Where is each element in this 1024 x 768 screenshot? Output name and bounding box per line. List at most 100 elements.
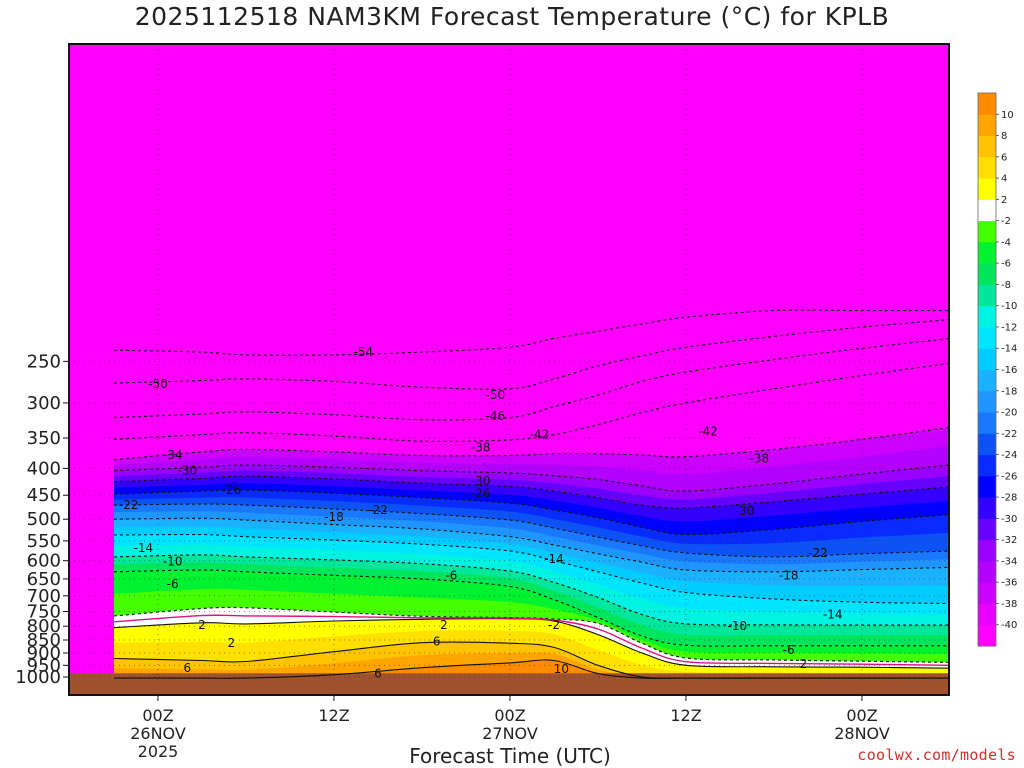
colorbar-swatch	[978, 497, 996, 519]
colorbar-swatch	[978, 475, 996, 498]
x-tick-label: 28NOV	[834, 724, 890, 743]
contour-label: -14	[134, 541, 154, 555]
y-tick-label: 950	[27, 655, 61, 676]
contour-label: -30	[735, 504, 755, 518]
y-tick-label: 650	[27, 569, 61, 590]
colorbar-swatch	[978, 348, 996, 370]
contour-label: -26	[222, 483, 242, 497]
contour-label: -46	[486, 409, 506, 423]
contour-label: -50	[486, 388, 506, 402]
y-tick-label: 700	[27, 586, 61, 607]
contour-label: -30	[471, 474, 491, 488]
colorbar-swatch	[978, 114, 996, 137]
colorbar-swatch	[978, 135, 996, 158]
colorbar-swatch	[978, 156, 996, 179]
isotherm-m34	[113, 464, 949, 492]
contour-label: -18	[779, 568, 799, 582]
colorbar-label: -18	[1001, 386, 1017, 397]
chart-title: 2025112518 NAM3KM Forecast Temperature (…	[134, 2, 890, 31]
contour-label: -14	[823, 608, 843, 622]
colorbar-label: -16	[1001, 365, 1017, 376]
contour-label: -50	[148, 377, 168, 391]
colorbar-swatch	[978, 305, 996, 328]
colorbar-swatch	[978, 412, 996, 434]
y-tick-label: 900	[27, 643, 61, 664]
y-tick-label: 1000	[15, 667, 61, 688]
x-tick-label: 27NOV	[482, 724, 538, 743]
colorbar-label: -14	[1001, 344, 1017, 355]
isotherm-m50	[113, 319, 949, 390]
isotherm-m2	[113, 606, 949, 663]
contour-label: -6	[167, 577, 179, 591]
contour-label: -6	[445, 568, 457, 582]
y-tick-label: 250	[27, 351, 61, 372]
x-tick-label: 12Z	[318, 706, 349, 725]
y-tick-label: 800	[27, 616, 61, 637]
y-tick-label: 300	[27, 393, 61, 414]
contour-label: -38	[750, 452, 770, 466]
colorbar-swatch	[978, 93, 996, 115]
colorbar-label: -34	[1001, 556, 1017, 567]
colorbar-label: -12	[1001, 322, 1017, 333]
contour-label: -22	[368, 503, 388, 517]
isotherm-m14	[113, 533, 949, 605]
x-tick-label: 26NOV	[130, 724, 186, 743]
colorbar-swatch	[978, 603, 996, 626]
colorbar-swatch	[978, 433, 996, 456]
contour-label: -30	[178, 464, 198, 478]
plot-area: -54-50-50-46-42 -42-38-38-34-30-30-26 -26-…	[69, 44, 949, 695]
colorbar-swatch	[978, 178, 996, 200]
colorbar-swatch	[978, 539, 996, 562]
contour-label: -18	[324, 510, 344, 524]
isotherm-10	[113, 659, 949, 680]
isotherm-m42	[113, 362, 949, 442]
contour-label: -38	[471, 441, 491, 455]
contour-label: 2	[440, 618, 448, 632]
x-tick-label: 12Z	[670, 706, 701, 725]
contour-label: -26	[471, 487, 491, 501]
colorbar: -40-38-36-34-32-30-28-26-24-22-20-18-16-…	[977, 92, 1017, 647]
contour-label: -42	[530, 428, 550, 442]
isotherm-m10	[113, 554, 949, 626]
contour-label: 6	[184, 661, 192, 675]
colorbar-swatch	[978, 220, 996, 243]
colorbar-label: -38	[1001, 599, 1017, 610]
contour-label: 2	[228, 636, 236, 650]
y-tick-label: 550	[27, 531, 61, 552]
colorbar-label: -2	[1001, 216, 1011, 227]
colorbar-label: -40	[1001, 620, 1017, 631]
colorbar-label: -10	[1001, 301, 1017, 312]
colorbar-label: 10	[1001, 110, 1014, 121]
contour-label: 6	[433, 634, 441, 648]
ground-surface	[69, 673, 949, 695]
isotherm-m26	[113, 489, 949, 536]
isotherm-2	[113, 618, 949, 669]
colorbar-label: -20	[1001, 408, 1017, 419]
credit-text: coolwx.com/models	[857, 746, 1016, 764]
y-tick-label: 500	[27, 509, 61, 530]
y-tick-label: 400	[27, 458, 61, 479]
x-tick-label: 00Z	[142, 706, 173, 725]
contour-label: -10	[728, 619, 748, 633]
colorbar-swatch	[978, 518, 996, 541]
colorbar-label: 4	[1001, 174, 1007, 185]
colorbar-swatch	[978, 560, 996, 583]
y-tick-label: 750	[27, 602, 61, 623]
contour-label: -10	[163, 554, 183, 568]
contour-label: -54	[354, 345, 374, 359]
contour-label: 10	[554, 662, 569, 676]
x-tick-label: 00Z	[494, 706, 525, 725]
colorbar-label: -26	[1001, 471, 1017, 482]
y-tick-label: 600	[27, 551, 61, 572]
colorbar-swatch	[978, 199, 996, 222]
x-axis-label: Forecast Time (UTC)	[409, 744, 611, 768]
colorbar-label: -22	[1001, 429, 1017, 440]
colorbar-swatch	[978, 369, 996, 392]
y-tick-label: 450	[27, 485, 61, 506]
colorbar-swatch	[978, 624, 996, 647]
contour-label: 2	[198, 618, 206, 632]
colorbar-swatch	[978, 241, 996, 264]
colorbar-label: -24	[1001, 450, 1017, 461]
colorbar-swatch	[978, 454, 996, 477]
